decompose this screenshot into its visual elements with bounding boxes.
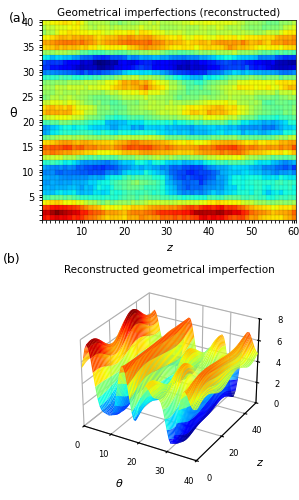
Text: (a): (a) — [9, 12, 26, 25]
Text: (b): (b) — [3, 252, 21, 266]
Y-axis label: θ: θ — [10, 107, 17, 120]
X-axis label: z: z — [166, 243, 172, 253]
X-axis label: θ: θ — [116, 479, 123, 489]
Y-axis label: z: z — [256, 458, 262, 468]
Title: Geometrical imperfections (reconstructed): Geometrical imperfections (reconstructed… — [57, 8, 280, 18]
Title: Reconstructed geometrical imperfection: Reconstructed geometrical imperfection — [64, 264, 274, 274]
